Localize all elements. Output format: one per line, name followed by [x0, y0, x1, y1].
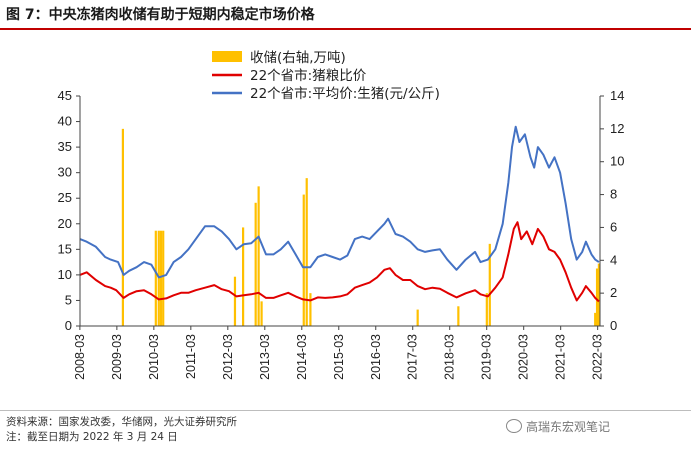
legend-swatch-storage	[212, 51, 242, 62]
chart-axes: 0 5 10 15 20 25 30 35 40 45 0 2 4 6 8 10 12 14 2008-03 2009…	[58, 88, 625, 380]
x-tick-label: 2017-03	[406, 334, 420, 380]
y-right-tick-label: 0	[610, 318, 617, 333]
x-tick-label: 2022-03	[591, 334, 605, 380]
legend-label: 22个省市:平均价:生猪(元/公斤)	[250, 85, 440, 102]
storage-bar	[302, 194, 305, 326]
page-title: 图 7：中央冻猪肉收储有助于短期内稳定市场价格	[6, 7, 315, 23]
storage-bar	[242, 227, 245, 326]
legend-label: 22个省市:猪粮比价	[250, 67, 367, 84]
storage-bar	[254, 202, 257, 326]
y-right-tick-label: 4	[610, 252, 617, 267]
source-text: 资料来源：国家发改委，华储网，光大证券研究所	[6, 416, 237, 428]
y-left-tick-label: 45	[58, 88, 72, 103]
y-left-tick-label: 25	[58, 190, 72, 205]
storage-bar	[485, 293, 488, 326]
x-tick-label: 2019-03	[480, 334, 494, 380]
y-right-tick-label: 12	[610, 121, 624, 136]
title-divider	[0, 28, 691, 30]
storage-bar	[416, 309, 419, 326]
watermark-text: 高瑞东宏观笔记	[526, 420, 611, 434]
storage-bar	[457, 306, 460, 326]
storage-bar	[257, 186, 260, 326]
x-tick-label: 2012-03	[221, 334, 235, 380]
y-left-tick-label: 0	[65, 318, 72, 333]
y-right-tick-label: 2	[610, 285, 617, 300]
x-tick-label: 2015-03	[332, 334, 346, 380]
x-tick-label: 2011-03	[184, 334, 198, 379]
chart: 0 5 10 15 20 25 30 35 40 45 0 2 4 6 8 10 12 14 2008-03 2009…	[58, 50, 625, 380]
x-tick-label: 2018-03	[443, 334, 457, 380]
title-bar: 图 7：中央冻猪肉收储有助于短期内稳定市场价格	[0, 0, 691, 30]
x-tick-label: 2021-03	[554, 334, 568, 380]
storage-bar	[595, 268, 599, 326]
storage-bar	[159, 230, 163, 326]
series-lines	[79, 125, 600, 303]
storage-bar	[597, 263, 600, 326]
x-tick-label: 2014-03	[295, 334, 309, 380]
x-tick-label: 2010-03	[147, 334, 161, 380]
y-left-tick-label: 40	[58, 114, 72, 129]
x-tick-label: 2013-03	[258, 334, 272, 380]
legend-label: 收储(右轴,万吨)	[250, 50, 346, 66]
x-tick-label: 2016-03	[369, 334, 383, 380]
y-left-tick-label: 30	[58, 165, 72, 180]
x-tick-label: 2008-03	[73, 334, 87, 380]
y-left-tick-label: 20	[58, 216, 72, 231]
series-line-price	[79, 125, 600, 279]
y-right-tick-label: 10	[610, 154, 624, 169]
storage-bar	[162, 230, 165, 326]
x-tick-label: 2009-03	[110, 334, 124, 380]
storage-bar	[309, 293, 312, 326]
storage-bar	[594, 312, 597, 326]
y-right-tick-label: 8	[610, 187, 617, 202]
source-divider	[0, 410, 691, 411]
storage-bars	[121, 128, 600, 326]
x-tick-label: 2020-03	[517, 334, 531, 380]
y-left-tick-label: 5	[65, 292, 72, 307]
y-left-tick-label: 15	[58, 241, 72, 256]
watermark: 高瑞东宏观笔记	[506, 418, 610, 435]
y-right-tick-label: 6	[610, 219, 617, 234]
y-left-tick-label: 10	[58, 267, 72, 282]
wechat-icon	[506, 419, 522, 433]
y-right-tick-label: 14	[610, 88, 624, 103]
storage-bar	[488, 243, 491, 326]
series-line-ratio	[79, 221, 600, 303]
note-text: 注：截至日期为 2022 年 3 月 24 日	[6, 431, 178, 443]
storage-bar	[260, 301, 263, 326]
storage-bar	[305, 178, 308, 326]
storage-bar	[233, 276, 237, 326]
y-left-tick-label: 35	[58, 139, 72, 154]
storage-bar	[154, 230, 157, 326]
storage-bar	[121, 128, 125, 326]
